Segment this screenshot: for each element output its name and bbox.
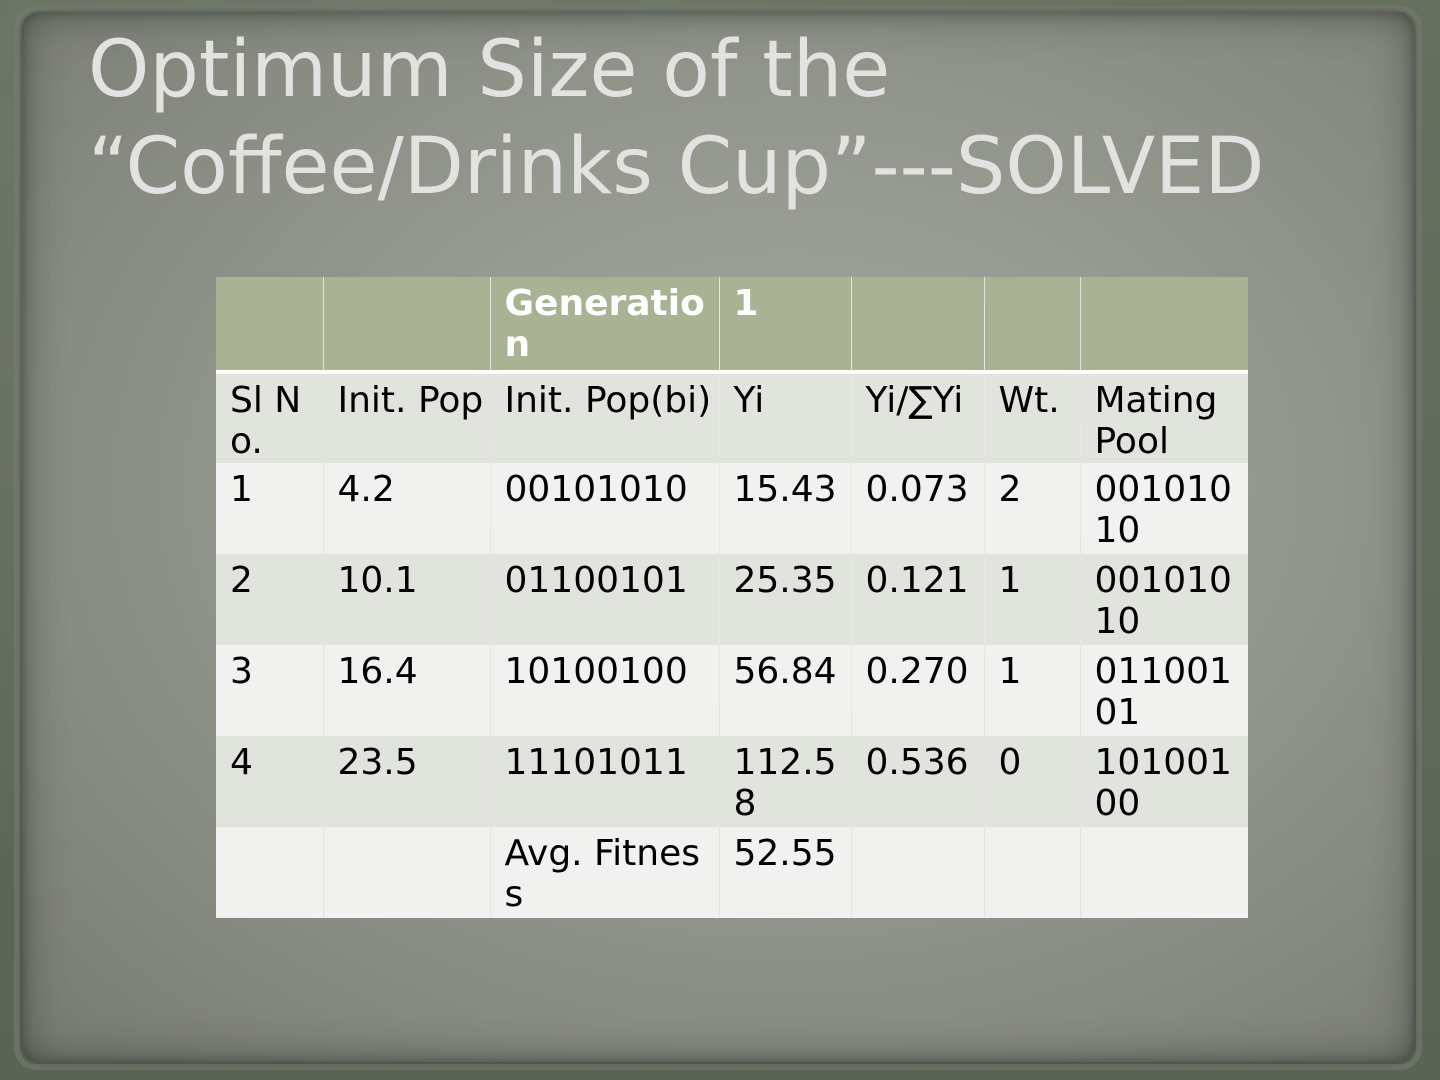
footer-value-avg-fitness: 52.55	[718, 827, 851, 918]
header-cell	[216, 277, 323, 374]
generation-table: Generation 1 Sl No. Init. Pop Init. Pop(…	[216, 277, 1248, 918]
cell-sl-no: 3	[216, 645, 323, 736]
table-footer-row: Avg. Fitness 52.55	[216, 827, 1248, 918]
cell-init-pop-bi: 11101011	[489, 736, 719, 827]
cell-init-pop-bi: 10100100	[489, 645, 719, 736]
table-column-labels-row: Sl No. Init. Pop Init. Pop(bi) Yi Yi/∑Yi…	[216, 372, 1248, 463]
column-label-mating-pool: Mating Pool	[1079, 372, 1248, 463]
column-label-yi-ratio: Yi/∑Yi	[850, 372, 984, 463]
table-row: 1 4.2 00101010 15.43 0.073 2 00101010	[216, 463, 1248, 554]
cell-init-pop: 16.4	[322, 645, 490, 736]
table-row: 4 23.5 11101011 112.58 0.536 0 10100100	[216, 736, 1248, 827]
cell-yi-ratio: 0.270	[850, 645, 984, 736]
header-cell	[850, 277, 984, 374]
footer-cell	[1079, 827, 1248, 918]
table-row: 3 16.4 10100100 56.84 0.270 1 01100101	[216, 645, 1248, 736]
header-cell	[983, 277, 1080, 374]
cell-init-pop-bi: 01100101	[489, 554, 719, 645]
cell-yi: 25.35	[718, 554, 851, 645]
table-row: 2 10.1 01100101 25.35 0.121 1 00101010	[216, 554, 1248, 645]
footer-cell	[983, 827, 1080, 918]
footer-cell	[216, 827, 323, 918]
cell-wt: 2	[983, 463, 1080, 554]
footer-cell	[850, 827, 984, 918]
header-cell	[322, 277, 490, 374]
cell-wt: 1	[983, 645, 1080, 736]
cell-yi: 112.58	[718, 736, 851, 827]
slide-title: Optimum Size of the “Coffee/Drinks Cup”-…	[88, 22, 1388, 216]
cell-wt: 0	[983, 736, 1080, 827]
cell-sl-no: 1	[216, 463, 323, 554]
cell-mating-pool: 01100101	[1079, 645, 1248, 736]
cell-init-pop: 23.5	[322, 736, 490, 827]
column-label-wt: Wt.	[983, 372, 1080, 463]
column-label-sl-no: Sl No.	[216, 372, 323, 463]
header-cell	[1079, 277, 1248, 374]
column-label-yi: Yi	[718, 372, 851, 463]
cell-mating-pool: 10100100	[1079, 736, 1248, 827]
header-cell-generation-number: 1	[718, 277, 851, 374]
cell-yi: 15.43	[718, 463, 851, 554]
cell-yi: 56.84	[718, 645, 851, 736]
footer-cell	[322, 827, 490, 918]
header-cell-generation: Generation	[489, 277, 719, 374]
title-line-1: Optimum Size of the	[88, 25, 891, 115]
cell-mating-pool: 00101010	[1079, 463, 1248, 554]
column-label-init-pop: Init. Pop	[322, 372, 490, 463]
cell-mating-pool: 00101010	[1079, 554, 1248, 645]
cell-yi-ratio: 0.121	[850, 554, 984, 645]
cell-yi-ratio: 0.073	[850, 463, 984, 554]
table-header-row: Generation 1	[216, 277, 1248, 374]
title-line-2: “Coffee/Drinks Cup”---SOLVED	[88, 122, 1265, 212]
paper-edge	[14, 6, 1422, 1070]
cell-sl-no: 2	[216, 554, 323, 645]
cell-sl-no: 4	[216, 736, 323, 827]
cell-init-pop: 10.1	[322, 554, 490, 645]
footer-label-avg-fitness: Avg. Fitness	[489, 827, 719, 918]
cell-init-pop: 4.2	[322, 463, 490, 554]
cell-wt: 1	[983, 554, 1080, 645]
column-label-init-pop-bi: Init. Pop(bi)	[489, 372, 719, 463]
cell-init-pop-bi: 00101010	[489, 463, 719, 554]
cell-yi-ratio: 0.536	[850, 736, 984, 827]
